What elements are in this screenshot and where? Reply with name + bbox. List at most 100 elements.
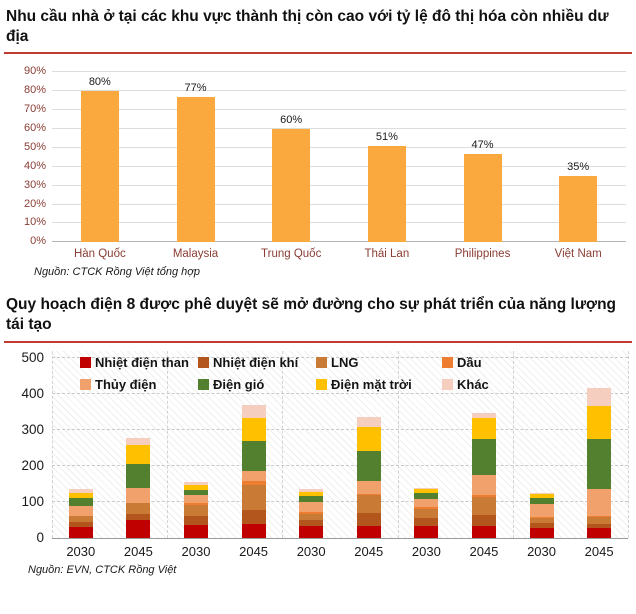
bar-segment	[68, 515, 93, 517]
bar-segment	[356, 481, 381, 494]
bar-segment	[126, 502, 151, 504]
bar-segment	[529, 517, 554, 519]
bar-segment	[299, 492, 324, 497]
stacked-bar	[183, 482, 208, 538]
bar-column	[110, 351, 168, 538]
bar-column: 35%	[530, 70, 626, 243]
bar-column	[225, 351, 283, 538]
legend-marker-icon	[316, 356, 327, 368]
bar-segment	[68, 526, 93, 538]
bar-segment	[529, 528, 554, 538]
bar-data-label: 35%	[567, 161, 590, 174]
bar-segment	[68, 521, 93, 527]
bar-segment	[241, 418, 266, 442]
gridline	[52, 109, 626, 111]
bar-segment	[183, 503, 208, 505]
x-tick-label: 2045	[584, 543, 614, 559]
bar-column: 51%	[339, 70, 435, 243]
bar-segment	[241, 471, 266, 482]
x-tick-label: 2030	[66, 543, 96, 559]
y-tick-label: 100	[21, 493, 44, 509]
y-tick-label: 50%	[23, 140, 46, 153]
legend-label: Khác	[457, 376, 489, 392]
legend-item: LNG	[316, 356, 442, 369]
stacked-bar	[529, 492, 554, 538]
legend-marker-icon	[442, 356, 453, 368]
section1-divider	[4, 52, 632, 55]
y-tick-label: 200	[21, 457, 44, 473]
y-tick-label: 80%	[23, 84, 46, 97]
bar-column	[52, 351, 110, 538]
stacked-bar	[241, 404, 266, 538]
bar-segment	[587, 439, 612, 489]
bar-segment	[183, 484, 208, 490]
legend-marker-icon	[442, 378, 453, 390]
bar-segment	[126, 488, 151, 503]
bar-segment	[299, 514, 324, 520]
bar-segment	[68, 505, 93, 516]
urbanization-chart-x-axis: Hàn Quốc Malaysia Trung Quốc Thái Lan Philip…	[52, 248, 626, 260]
gridline	[52, 222, 626, 224]
x-tick-label: Trung Quốc	[261, 248, 322, 261]
bar-segment	[241, 441, 266, 471]
bar-segment	[126, 503, 151, 515]
bar	[463, 153, 502, 243]
bar-column: 60%	[243, 70, 339, 243]
legend-label: Nhiệt điện khí	[213, 354, 299, 370]
section1-title: Nhu cầu nhà ở tại các khu vực thành thị …	[6, 8, 609, 46]
stacked-bar	[126, 437, 151, 538]
x-tick-label: 2030	[411, 543, 441, 559]
legend-item: Nhiệt điện than	[80, 356, 198, 369]
bar-segment	[241, 404, 266, 419]
section2-divider	[4, 340, 632, 343]
bar-segment	[126, 463, 151, 489]
bar-column	[455, 351, 513, 538]
bar-segment	[68, 516, 93, 522]
legend-label: Nhiệt điện than	[95, 354, 189, 370]
legend-marker-icon	[198, 356, 209, 368]
legend-label: Thủy điện	[95, 376, 157, 392]
bar-segment	[183, 489, 208, 496]
x-tick-label: 2045	[469, 543, 499, 559]
bar-segment	[587, 387, 612, 407]
gridline	[52, 90, 626, 92]
y-tick-label: 300	[21, 421, 44, 437]
bar-segment	[299, 501, 324, 513]
bar-segment	[68, 488, 93, 493]
bar-segment	[529, 498, 554, 504]
x-tick-label: 2030	[296, 543, 326, 559]
bar-segment	[587, 515, 612, 518]
x-tick-label: 2030	[527, 543, 556, 559]
bar-column: 47%	[435, 70, 531, 243]
bar-segment	[68, 492, 93, 498]
bar-column	[167, 351, 225, 538]
bar-segment	[299, 512, 324, 515]
x-tick-label: 2045	[354, 543, 384, 559]
pdp8-chart-plot: Nhiệt điện than Nhiệt điện khí LNG Dầu Thủy …	[21, 350, 629, 545]
y-tick-label: 70%	[23, 103, 46, 116]
bar-segment	[356, 526, 381, 538]
bar-segment	[126, 437, 151, 446]
x-tick-label: 2030	[181, 543, 211, 559]
section1-source: Nguồn: CTCK Rồng Việt tổng hợp	[34, 266, 201, 279]
bar-segment	[414, 507, 439, 510]
legend-item: Điện mặt trời	[316, 378, 442, 391]
legend-item: Khác	[442, 378, 622, 391]
y-tick-label: 0	[36, 529, 44, 545]
bar-segment	[126, 445, 151, 464]
x-tick-label: 2045	[123, 543, 153, 559]
bars-container	[52, 351, 628, 538]
bar-segment	[299, 519, 324, 527]
x-tick-label: Việt Nam	[554, 248, 602, 261]
bar-segment	[241, 509, 266, 525]
y-tick-label: 90%	[23, 65, 46, 78]
bar-segment	[183, 515, 208, 525]
bar-segment	[299, 526, 324, 538]
y-tick-label: 60%	[23, 121, 46, 134]
x-tick-label: Malaysia	[172, 248, 219, 261]
bar-segment	[471, 526, 496, 538]
stacked-bar	[587, 387, 612, 538]
y-tick-label: 20%	[23, 197, 46, 210]
y-tick-label: 30%	[23, 178, 46, 191]
urbanization-chart-plot: 0% 10% 20% 30% 40% 50% 60% 70% 80% 90% 80% 77% 60% 51…	[24, 65, 626, 247]
